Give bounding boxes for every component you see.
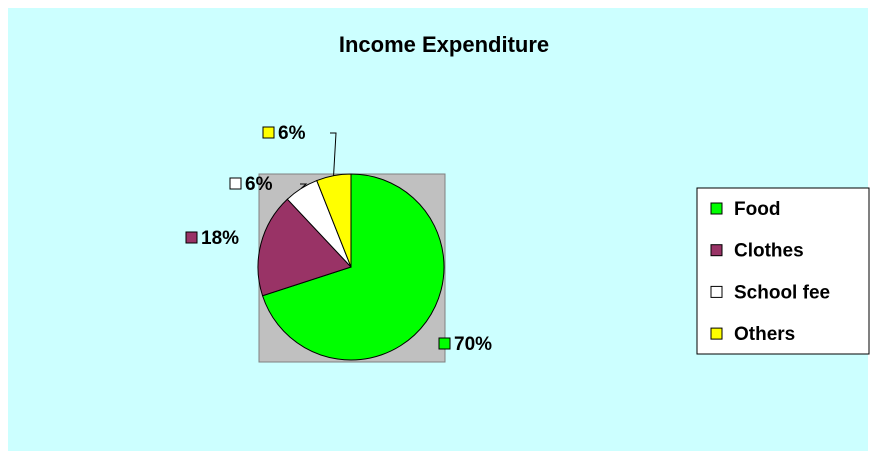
label-key bbox=[438, 337, 451, 350]
label-key bbox=[229, 177, 242, 190]
leader-line bbox=[330, 132, 337, 176]
legend bbox=[696, 187, 870, 355]
label-key bbox=[185, 231, 198, 244]
legend-label: Others bbox=[734, 324, 795, 345]
data-label: 6% bbox=[278, 123, 306, 144]
chart-title: Income Expenditure bbox=[339, 32, 549, 57]
legend-key bbox=[710, 202, 723, 215]
data-label: 6% bbox=[245, 174, 273, 195]
pie-slice bbox=[257, 198, 352, 297]
legend-key bbox=[710, 244, 723, 257]
label-key bbox=[262, 126, 275, 139]
legend-key bbox=[710, 327, 723, 340]
legend-label: Food bbox=[734, 199, 780, 220]
legend-key bbox=[710, 285, 723, 298]
legend-label: School fee bbox=[734, 282, 830, 303]
legend-label: Clothes bbox=[734, 241, 804, 262]
data-label: 18% bbox=[201, 228, 239, 249]
data-label: 70% bbox=[454, 334, 492, 355]
pie-slice bbox=[261, 173, 445, 361]
pie-slice bbox=[316, 173, 352, 268]
leader-line bbox=[300, 183, 308, 189]
